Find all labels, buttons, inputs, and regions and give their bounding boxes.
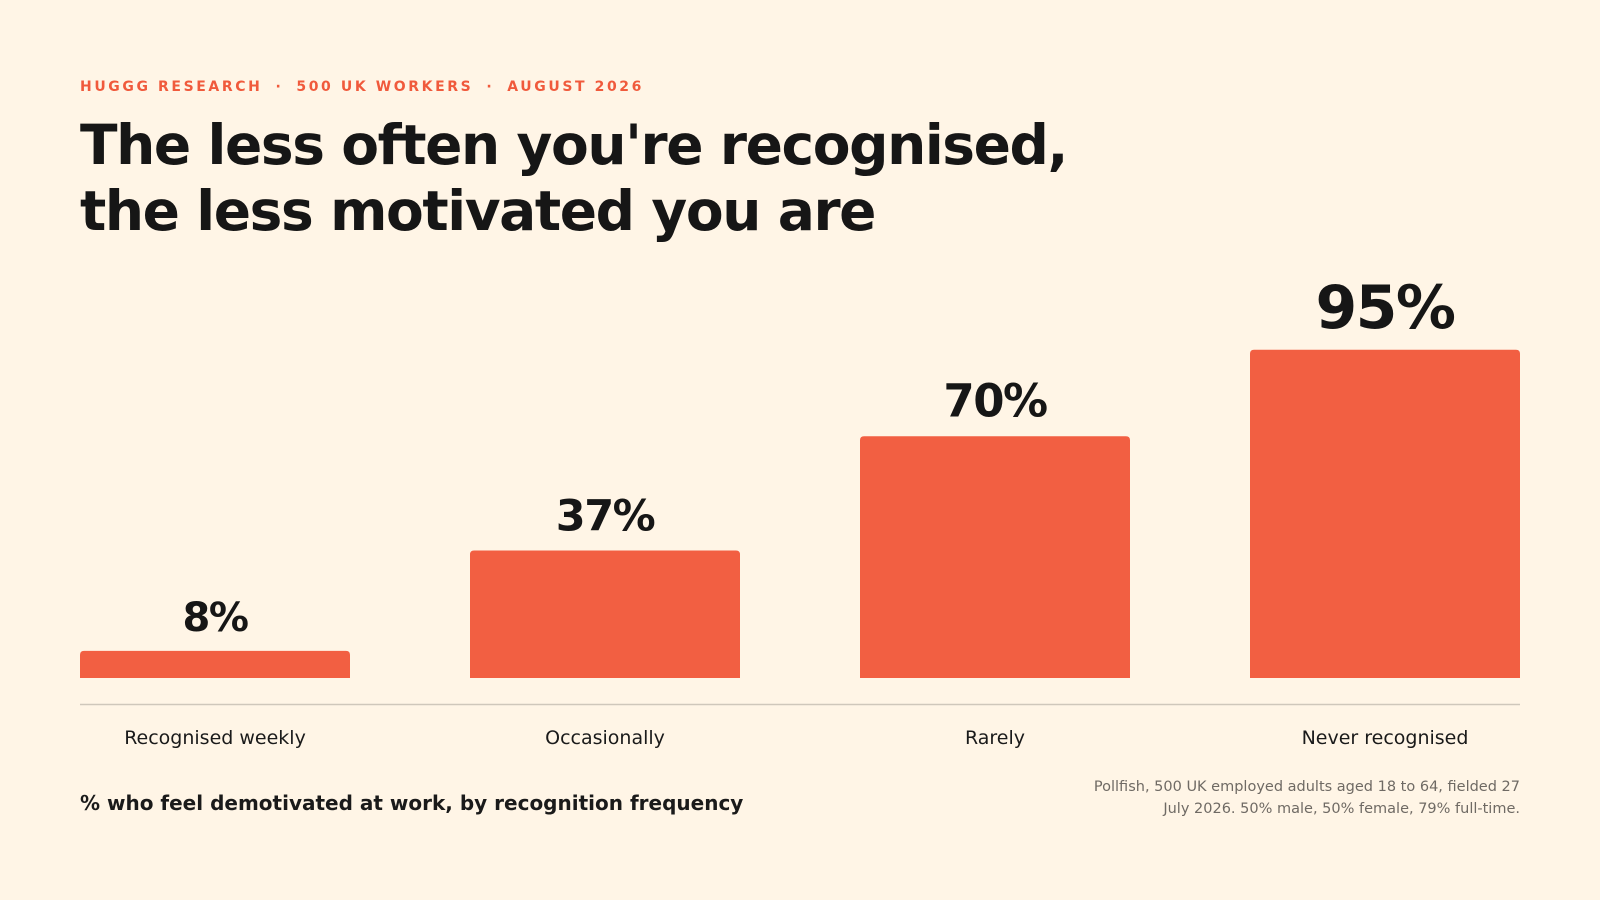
eyebrow-sample: 500 UK WORKERS: [296, 79, 474, 95]
data-label: 95%: [1315, 273, 1454, 343]
eyebrow-date: AUGUST 2026: [507, 79, 644, 95]
data-label: 70%: [943, 374, 1047, 427]
category-label: Never recognised: [1302, 727, 1469, 749]
chart-title: The less often you're recognised, the le…: [80, 113, 1068, 243]
data-label: 37%: [556, 491, 655, 541]
eyebrow-separator: ·: [275, 79, 284, 95]
bar-recognised-weekly: [80, 650, 350, 678]
category-label: Recognised weekly: [124, 727, 306, 749]
category-label: Rarely: [965, 727, 1025, 749]
bar-occasionally: [470, 550, 740, 678]
eyebrow: HUGGG RESEARCH · 500 UK WORKERS · AUGUST 202…: [80, 79, 644, 95]
bar-never-recognised: [1250, 349, 1520, 678]
data-label: 8%: [183, 595, 248, 641]
category-label: Occasionally: [545, 727, 665, 749]
bar-rarely: [860, 436, 1130, 678]
chart-caption: % who feel demotivated at work, by recog…: [80, 791, 744, 815]
eyebrow-brand: HUGGG RESEARCH: [80, 79, 263, 95]
eyebrow-separator: ·: [486, 79, 495, 95]
source-note: Pollfish, 500 UK employed adults aged 18…: [1093, 779, 1520, 817]
